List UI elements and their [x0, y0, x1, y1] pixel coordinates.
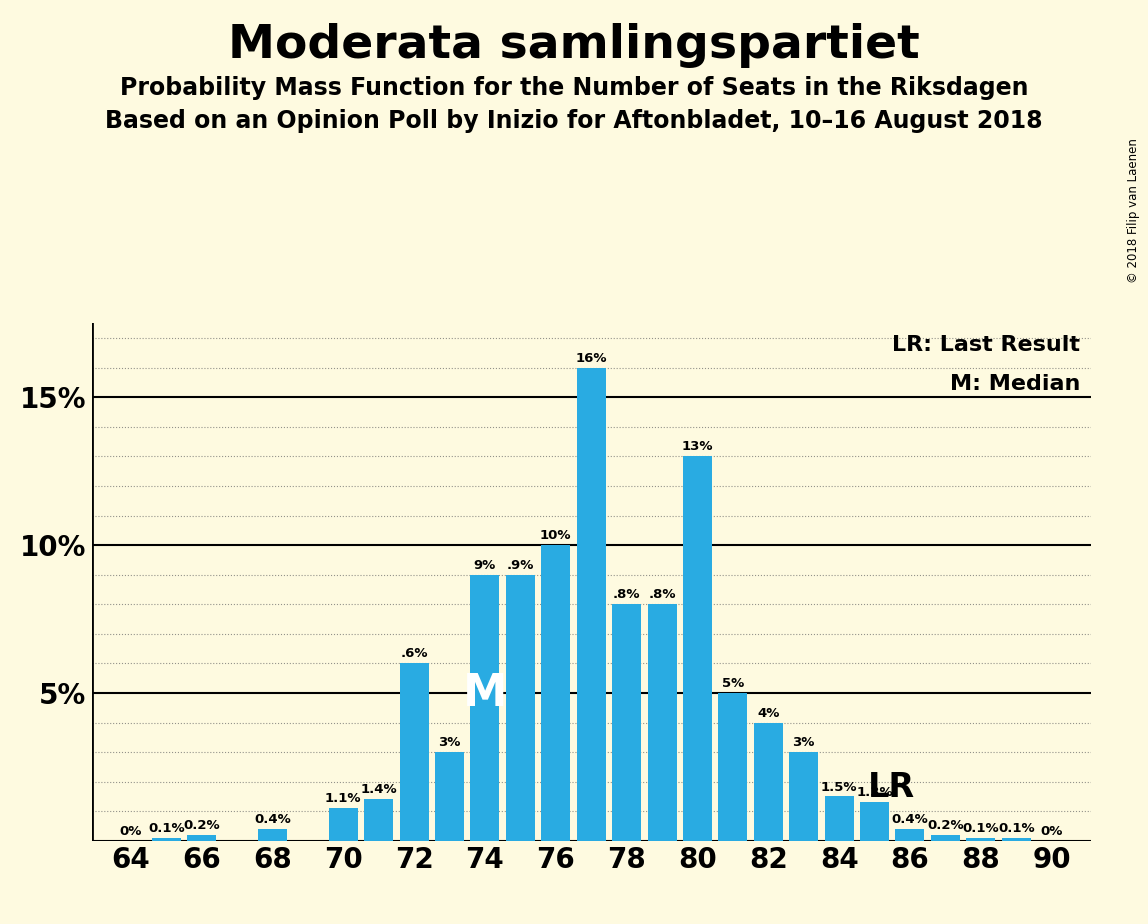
Text: 10%: 10%: [540, 529, 572, 542]
Text: 0.4%: 0.4%: [254, 813, 290, 826]
Text: © 2018 Filip van Laenen: © 2018 Filip van Laenen: [1127, 139, 1140, 284]
Bar: [576, 368, 606, 841]
Text: 5%: 5%: [722, 677, 744, 690]
Bar: [258, 829, 287, 841]
Text: 0.2%: 0.2%: [928, 819, 963, 832]
Text: Based on an Opinion Poll by Inizio for Aftonbladet, 10–16 August 2018: Based on an Opinion Poll by Inizio for A…: [106, 109, 1042, 133]
Bar: [967, 838, 995, 841]
Bar: [542, 545, 571, 841]
Bar: [471, 575, 499, 841]
Text: Probability Mass Function for the Number of Seats in the Riksdagen: Probability Mass Function for the Number…: [119, 76, 1029, 100]
Bar: [789, 752, 819, 841]
Bar: [400, 663, 428, 841]
Bar: [647, 604, 676, 841]
Bar: [187, 835, 216, 841]
Bar: [506, 575, 535, 841]
Text: 0.1%: 0.1%: [148, 822, 185, 835]
Bar: [328, 808, 358, 841]
Text: .6%: .6%: [401, 648, 428, 661]
Text: 0.4%: 0.4%: [892, 813, 929, 826]
Bar: [824, 796, 854, 841]
Text: M: M: [463, 672, 507, 714]
Text: LR: Last Result: LR: Last Result: [892, 335, 1080, 355]
Text: M: Median: M: Median: [949, 373, 1080, 394]
Text: 13%: 13%: [682, 441, 713, 454]
Bar: [1002, 838, 1031, 841]
Text: 1.3%: 1.3%: [856, 786, 893, 799]
Text: 0%: 0%: [119, 825, 142, 838]
Bar: [860, 802, 889, 841]
Bar: [895, 829, 924, 841]
Text: 3%: 3%: [792, 736, 815, 749]
Bar: [364, 799, 394, 841]
Text: 1.1%: 1.1%: [325, 793, 362, 806]
Text: .8%: .8%: [649, 589, 676, 602]
Text: 0.1%: 0.1%: [998, 822, 1034, 835]
Text: LR: LR: [868, 772, 915, 804]
Bar: [612, 604, 641, 841]
Text: 1.4%: 1.4%: [360, 784, 397, 796]
Bar: [754, 723, 783, 841]
Bar: [683, 456, 712, 841]
Text: 9%: 9%: [474, 559, 496, 572]
Bar: [152, 838, 180, 841]
Text: 0.2%: 0.2%: [184, 819, 220, 832]
Bar: [435, 752, 464, 841]
Text: 0.1%: 0.1%: [962, 822, 999, 835]
Text: 16%: 16%: [575, 352, 607, 365]
Bar: [931, 835, 960, 841]
Text: 4%: 4%: [758, 707, 779, 720]
Bar: [719, 693, 747, 841]
Text: .8%: .8%: [613, 589, 641, 602]
Text: 1.5%: 1.5%: [821, 781, 858, 794]
Text: Moderata samlingspartiet: Moderata samlingspartiet: [228, 23, 920, 68]
Text: 3%: 3%: [439, 736, 460, 749]
Text: .9%: .9%: [506, 559, 534, 572]
Text: 0%: 0%: [1040, 825, 1063, 838]
